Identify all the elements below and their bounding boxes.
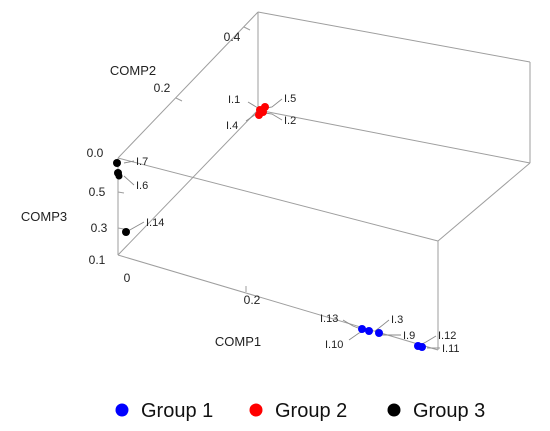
leader-I.14 [127, 221, 145, 232]
point-labels: I.1 I.5 I.4 I.2 I.7 I.6 I.14 I.13 I.3 I.… [136, 93, 460, 355]
point-I.10 [365, 327, 373, 335]
tick-label-comp3-0.5: 0.5 [89, 185, 106, 199]
point-I.6b [115, 172, 123, 180]
bounding-box [117, 11, 531, 351]
point-label-I.11: I.11 [442, 343, 460, 355]
point-label-I.9: I.9 [403, 330, 415, 342]
tick-label-comp3-0.1: 0.1 [89, 253, 106, 267]
tick-label-comp2-0.0: 0.0 [87, 146, 104, 160]
leader-I.4 [245, 113, 257, 122]
axis-label-comp2: COMP2 [110, 63, 156, 78]
box-edge [117, 11, 259, 159]
point-I.11 [418, 343, 426, 351]
box-edge [257, 109, 531, 164]
tick-mark [243, 26, 251, 31]
point-label-I.14: I.14 [146, 217, 164, 229]
point-label-I.10: I.10 [325, 339, 343, 351]
legend-marker-group-2 [249, 403, 263, 417]
axis-label-comp3: COMP3 [21, 209, 67, 224]
point-label-I.12: I.12 [438, 330, 456, 342]
point-label-I.6: I.6 [136, 180, 148, 192]
leader-I.6 [123, 175, 135, 186]
leader-I.10 [348, 331, 364, 341]
point-label-I.5: I.5 [284, 93, 296, 105]
legend-item-group-3: Group 3 [387, 400, 485, 422]
legend: Group 1 Group 2 Group 3 [115, 400, 485, 422]
point-label-I.1: I.1 [228, 94, 240, 106]
leader-I.13 [342, 319, 359, 329]
tick-label-comp2-0.4: 0.4 [224, 30, 241, 44]
legend-label-group-1: Group 1 [141, 400, 213, 422]
point-I.2 [259, 108, 267, 116]
tick-label-comp2-0.2: 0.2 [154, 81, 171, 95]
tick-mark [117, 227, 125, 230]
tick-mark [175, 97, 183, 102]
leader-I.2 [264, 112, 283, 121]
box-edge [117, 254, 439, 351]
box-edge [117, 157, 439, 242]
point-label-I.3: I.3 [391, 314, 403, 326]
axis-label-comp1: COMP1 [215, 334, 261, 349]
tick-label-comp1-0.2: 0.2 [244, 293, 261, 307]
point-I.14 [122, 228, 130, 236]
box-edge [117, 109, 259, 256]
leader-I.1 [247, 101, 259, 109]
point-label-I.2: I.2 [284, 115, 296, 127]
legend-item-group-1: Group 1 [115, 400, 213, 422]
point-I.3 [375, 329, 383, 337]
point-label-I.13: I.13 [320, 313, 338, 325]
tick-mark [117, 191, 125, 194]
point-label-I.4: I.4 [226, 120, 238, 132]
box-edge [437, 162, 531, 242]
tick-label-comp3-0.3: 0.3 [91, 221, 108, 235]
point-I.13 [358, 325, 366, 333]
data-points [113, 103, 426, 351]
axis-labels: COMP2 COMP3 COMP1 [21, 63, 261, 349]
legend-marker-group-1 [115, 403, 129, 417]
point-I.7 [113, 159, 121, 167]
legend-item-group-2: Group 2 [249, 400, 347, 422]
tick-label-comp1-0: 0 [124, 271, 131, 285]
box-edge [257, 11, 531, 63]
legend-marker-group-3 [387, 403, 401, 417]
leader-I.7 [123, 160, 135, 164]
point-label-I.7: I.7 [136, 156, 148, 168]
tick-labels: 0.4 0.2 0.0 0.5 0.3 0.1 0 0.2 [87, 30, 261, 307]
leader-I.3 [374, 319, 390, 332]
legend-label-group-2: Group 2 [275, 400, 347, 422]
legend-label-group-3: Group 3 [413, 400, 485, 422]
